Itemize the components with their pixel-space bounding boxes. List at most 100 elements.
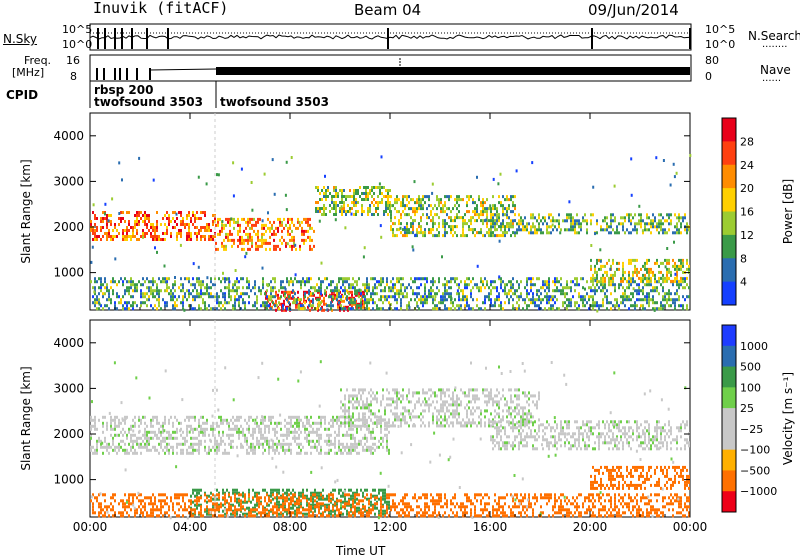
data-cell bbox=[386, 437, 388, 440]
data-cell bbox=[472, 201, 474, 204]
data-cell bbox=[628, 286, 630, 289]
data-cell bbox=[620, 301, 622, 304]
data-cell bbox=[400, 418, 402, 421]
data-cell bbox=[150, 304, 152, 307]
data-cell bbox=[556, 277, 558, 280]
data-cell bbox=[420, 228, 422, 231]
data-cell bbox=[570, 222, 572, 225]
data-cell bbox=[646, 292, 648, 295]
data-cell bbox=[374, 301, 376, 304]
data-cell bbox=[312, 422, 314, 425]
data-cell bbox=[446, 195, 448, 198]
data-cell bbox=[322, 416, 324, 419]
data-cell bbox=[218, 416, 220, 419]
data-cell bbox=[418, 225, 420, 228]
data-cell bbox=[275, 233, 277, 236]
data-cell bbox=[380, 415, 382, 418]
data-cell bbox=[335, 186, 337, 189]
data-cell bbox=[668, 271, 670, 274]
data-cell bbox=[400, 400, 402, 403]
data-cell bbox=[462, 216, 464, 219]
data-cell bbox=[192, 449, 194, 452]
data-cell bbox=[184, 223, 186, 226]
data-cell bbox=[480, 228, 482, 231]
data-cell bbox=[240, 431, 242, 434]
data-cell bbox=[442, 406, 444, 409]
data-cell bbox=[234, 280, 236, 283]
data-cell bbox=[204, 422, 206, 425]
data-cell bbox=[290, 419, 292, 422]
data-cell bbox=[172, 292, 174, 295]
data-cell bbox=[252, 428, 254, 431]
data-cell bbox=[128, 292, 130, 295]
data-cell bbox=[360, 298, 362, 301]
data-cell bbox=[472, 198, 474, 201]
data-cell bbox=[124, 431, 126, 434]
data-cell bbox=[252, 304, 254, 307]
y-axis-label: Slant Range [km] bbox=[19, 159, 33, 263]
data-point bbox=[90, 261, 92, 264]
data-cell bbox=[396, 198, 398, 201]
data-cell bbox=[333, 186, 335, 189]
data-cell bbox=[274, 295, 276, 298]
data-cell bbox=[454, 415, 456, 418]
data-cell bbox=[450, 301, 452, 304]
data-cell bbox=[100, 277, 102, 280]
data-cell bbox=[110, 235, 112, 238]
data-cell bbox=[280, 428, 282, 431]
data-cell bbox=[375, 207, 377, 210]
data-cell bbox=[300, 431, 302, 434]
data-cell bbox=[331, 195, 333, 198]
data-cell bbox=[650, 289, 652, 292]
data-point bbox=[485, 219, 487, 222]
data-cell bbox=[194, 217, 196, 220]
data-cell bbox=[636, 271, 638, 274]
data-cell bbox=[194, 220, 196, 223]
data-cell bbox=[408, 388, 410, 391]
data-cell bbox=[196, 289, 198, 292]
data-cell bbox=[380, 403, 382, 406]
data-cell bbox=[94, 223, 96, 226]
data-cell bbox=[662, 286, 664, 289]
data-cell bbox=[376, 307, 378, 310]
data-cell bbox=[682, 304, 684, 307]
data-cell bbox=[108, 307, 110, 310]
data-cell bbox=[328, 295, 330, 298]
data-cell bbox=[278, 289, 280, 292]
data-cell bbox=[428, 397, 430, 400]
data-cell bbox=[233, 221, 235, 224]
data-cell bbox=[424, 201, 426, 204]
data-cell bbox=[166, 289, 168, 292]
data-cell bbox=[496, 228, 498, 231]
data-cell bbox=[238, 301, 240, 304]
data-cell bbox=[442, 222, 444, 225]
data-cell bbox=[494, 298, 496, 301]
data-cell bbox=[134, 425, 136, 428]
data-cell bbox=[384, 289, 386, 292]
data-cell bbox=[377, 207, 379, 210]
data-cell bbox=[496, 298, 498, 301]
data-cell bbox=[662, 307, 664, 310]
data-cell bbox=[372, 397, 374, 400]
data-cell bbox=[488, 424, 490, 427]
data-cell bbox=[288, 416, 290, 419]
data-cell bbox=[134, 223, 136, 226]
data-cell bbox=[230, 443, 232, 446]
data-cell bbox=[350, 418, 352, 421]
data-point bbox=[164, 265, 166, 268]
data-cell bbox=[642, 286, 644, 289]
data-cell bbox=[414, 277, 416, 280]
data-cell bbox=[148, 286, 150, 289]
data-cell bbox=[488, 219, 490, 222]
data-cell bbox=[320, 292, 322, 295]
data-cell bbox=[430, 289, 432, 292]
data-cell bbox=[502, 441, 504, 444]
data-cell bbox=[414, 280, 416, 283]
data-cell bbox=[200, 226, 202, 229]
data-cell bbox=[378, 283, 380, 286]
data-cell bbox=[410, 298, 412, 301]
data-cell bbox=[622, 286, 624, 289]
data-cell bbox=[600, 283, 602, 286]
data-cell bbox=[180, 452, 182, 455]
data-cell bbox=[122, 307, 124, 310]
